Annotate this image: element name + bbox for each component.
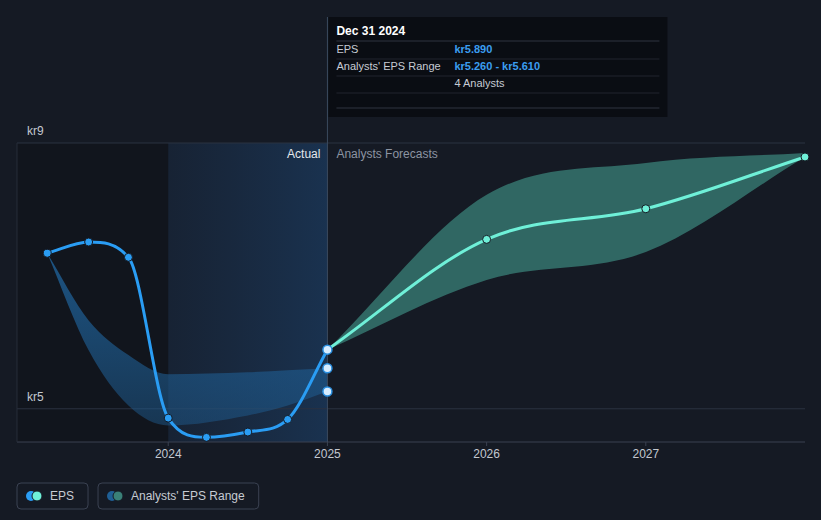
data-point (284, 415, 292, 423)
data-point (801, 153, 809, 161)
chart: kr5 kr9 2024 2025 2026 2027 Actual Analysts For… (0, 0, 821, 520)
region-label: Analysts Forecasts (336, 147, 437, 161)
tooltip-title: Dec 31 2024 (336, 24, 405, 38)
tooltip-value: kr5.890 (454, 43, 492, 55)
data-point (43, 249, 51, 257)
data-point (642, 205, 650, 213)
tooltip-sep (336, 93, 659, 94)
tooltip-label: EPS (336, 43, 358, 55)
legend-label: EPS (50, 489, 74, 503)
y-tick-label: kr9 (27, 124, 44, 138)
legend-label: Analysts' EPS Range (131, 489, 245, 503)
x-axis-line (17, 442, 805, 443)
tooltip-dot (323, 364, 332, 373)
data-point (85, 238, 93, 246)
series-line (327, 157, 805, 350)
data-point (323, 346, 331, 354)
legend-swatch (113, 491, 123, 501)
tooltip-dot (323, 345, 332, 354)
background (0, 0, 821, 520)
tooltip-sep (336, 41, 659, 42)
legend-swatch (32, 491, 42, 501)
y-tick-label: kr5 (27, 390, 44, 404)
data-point (124, 253, 132, 261)
data-point (323, 346, 331, 354)
legend-box (17, 483, 88, 509)
tooltip-guide (327, 17, 328, 442)
region-label: Actual (287, 147, 320, 161)
range-band (47, 253, 327, 425)
tooltip-dot (323, 387, 332, 396)
y-axis-line (17, 143, 18, 442)
tooltip-value: 4 Analysts (454, 77, 505, 89)
plot-data (43, 153, 809, 441)
legend-item: EPS (17, 483, 88, 509)
x-tick-label: 2025 (314, 447, 341, 461)
tooltip-sep (336, 108, 659, 109)
legend-item: Analysts' EPS Range (98, 483, 259, 509)
legend-box (98, 483, 259, 509)
data-point (164, 414, 172, 422)
tooltip-box (328, 17, 667, 117)
data-point (202, 433, 210, 441)
x-tick (327, 442, 328, 446)
x-tick (486, 442, 487, 446)
data-point (483, 235, 491, 243)
range-band (327, 153, 805, 350)
tooltip-label: Analysts' EPS Range (336, 60, 440, 72)
region-forecast (327, 143, 805, 442)
tooltip-value: kr5.260 - kr5.610 (454, 60, 540, 72)
x-tick-label: 2027 (632, 447, 659, 461)
x-tick-label: 2024 (155, 447, 182, 461)
x-tick (645, 442, 646, 446)
x-tick-label: 2026 (473, 447, 500, 461)
data-point (244, 428, 252, 436)
x-tick (168, 442, 169, 446)
series-line (47, 242, 327, 437)
grid-line (17, 143, 805, 144)
